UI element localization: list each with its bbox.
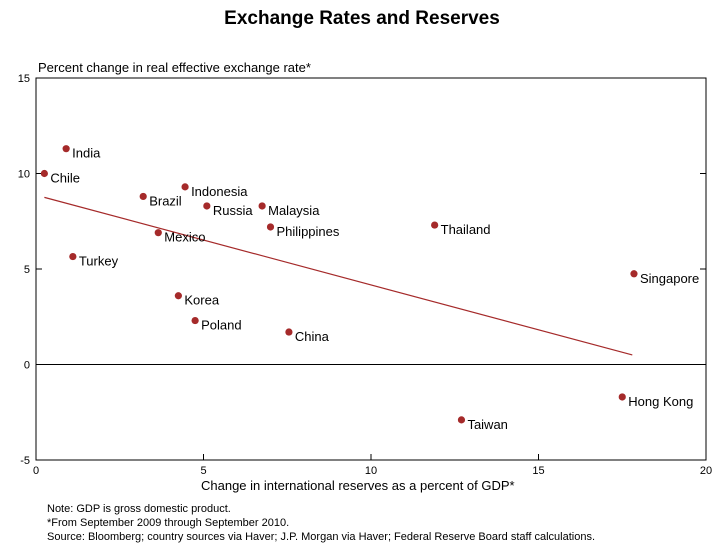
data-point [203, 202, 211, 210]
note-source: Source: Bloomberg; country sources via H… [47, 531, 596, 543]
data-label: Turkey [79, 254, 119, 269]
y-tick-label: 5 [24, 264, 30, 276]
data-label: Hong Kong [628, 394, 693, 409]
y-tick-label: 15 [18, 73, 30, 85]
data-point [258, 202, 266, 210]
data-label: Chile [50, 171, 80, 186]
data-label: Malaysia [268, 203, 320, 218]
x-tick-label: 5 [200, 465, 206, 477]
chart-title: Exchange Rates and Reserves [224, 8, 500, 29]
data-label: Poland [201, 318, 241, 333]
data-label: Indonesia [191, 184, 248, 199]
data-point [457, 416, 466, 424]
data-label: Mexico [164, 230, 205, 245]
data-label: Singapore [640, 271, 699, 286]
x-tick-label: 20 [700, 465, 712, 477]
x-tick-label: 0 [33, 465, 39, 477]
y-tick-label: -5 [20, 455, 30, 467]
note-period: *From September 2009 through September 2… [47, 517, 290, 529]
data-point [69, 252, 77, 261]
x-tick-label: 10 [365, 465, 377, 477]
footnotes: Note: GDP is gross domestic product. *Fr… [47, 502, 595, 544]
data-point [40, 169, 48, 178]
data-point [191, 316, 199, 325]
data-point [618, 393, 626, 401]
data-point [266, 223, 275, 231]
data-label: Thailand [441, 222, 491, 237]
data-label: Brazil [149, 193, 182, 208]
data-label: Philippines [277, 224, 340, 239]
y-axis-label: Percent change in real effective exchang… [38, 60, 311, 75]
data-label: China [295, 329, 330, 344]
data-point [154, 229, 162, 237]
y-tick-label: 0 [24, 360, 30, 372]
x-tick-label: 15 [532, 465, 544, 477]
data-point [181, 183, 189, 191]
data-point [431, 221, 439, 229]
data-point [174, 292, 182, 300]
data-point [62, 145, 70, 153]
data-point [139, 192, 147, 201]
data-label: Taiwan [467, 417, 507, 432]
data-label: Korea [184, 293, 219, 308]
plot-frame [35, 77, 707, 461]
trend-line [44, 196, 633, 356]
x-axis-label: Change in international reserves as a pe… [201, 478, 515, 493]
data-label: Russia [213, 203, 254, 218]
data-point [630, 270, 638, 278]
note-gdp: Note: GDP is gross domestic product. [47, 503, 231, 515]
y-tick-label: 10 [18, 169, 30, 181]
data-label: India [72, 146, 101, 161]
data-point [285, 328, 293, 336]
